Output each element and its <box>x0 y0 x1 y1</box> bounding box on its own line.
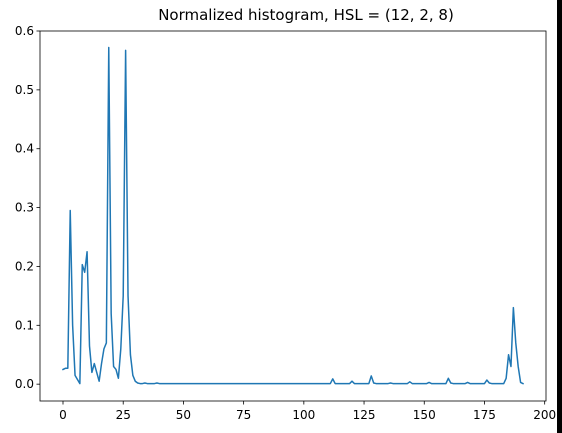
y-tick-label: 0.2 <box>15 259 34 273</box>
x-tick: 75 <box>236 401 251 422</box>
y-tick: 0.1 <box>15 318 40 332</box>
series-line <box>61 46 525 385</box>
y-tick-label: 0.6 <box>15 24 34 38</box>
y-tick-label: 0.0 <box>15 377 34 391</box>
y-tick-label: 0.3 <box>15 201 34 215</box>
y-tick-label: 0.4 <box>15 142 34 156</box>
x-tick: 50 <box>176 401 191 422</box>
x-tick: 150 <box>413 401 436 422</box>
x-tick-label: 100 <box>292 408 315 422</box>
x-tick-label: 175 <box>473 408 496 422</box>
x-tick: 200 <box>533 401 556 422</box>
y-tick: 0.2 <box>15 259 40 273</box>
y-tick: 0.4 <box>15 142 40 156</box>
x-tick: 100 <box>292 401 315 422</box>
y-axis: 0.0 0.1 0.2 0.3 0.4 0.5 0.6 <box>15 24 40 391</box>
chart-title: Normalized histogram, HSL = (12, 2, 8) <box>158 6 454 24</box>
y-tick-label: 0.1 <box>15 318 34 332</box>
window-edge-bar <box>557 0 562 433</box>
x-tick: 0 <box>59 401 67 422</box>
x-tick: 125 <box>353 401 376 422</box>
y-tick: 0.5 <box>15 83 40 97</box>
series-layer <box>61 46 525 385</box>
y-tick: 0.3 <box>15 201 40 215</box>
x-axis: 0 25 50 75 100 125 150 175 200 <box>59 401 556 422</box>
x-tick-label: 125 <box>353 408 376 422</box>
y-tick: 0.6 <box>15 24 40 38</box>
x-tick: 25 <box>116 401 131 422</box>
y-tick: 0.0 <box>15 377 40 391</box>
y-tick-label: 0.5 <box>15 83 34 97</box>
x-tick-label: 200 <box>533 408 556 422</box>
x-tick-label: 75 <box>236 408 251 422</box>
x-tick-label: 25 <box>116 408 131 422</box>
x-tick-label: 0 <box>59 408 67 422</box>
x-tick-label: 150 <box>413 408 436 422</box>
x-tick: 175 <box>473 401 496 422</box>
plot-frame <box>39 30 547 402</box>
x-tick-label: 50 <box>176 408 191 422</box>
